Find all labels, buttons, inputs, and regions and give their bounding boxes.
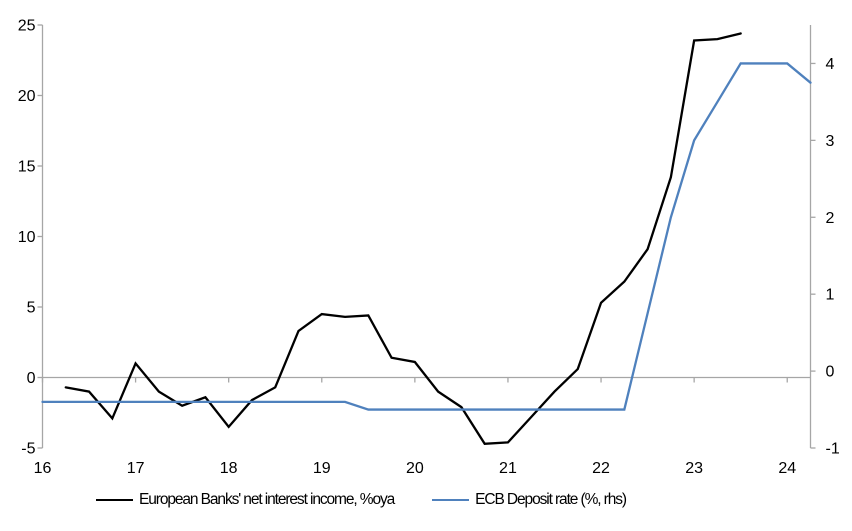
right-axis-label: 2	[826, 210, 835, 227]
x-axis-label: 18	[220, 460, 238, 477]
x-axis-label: 19	[313, 460, 331, 477]
legend-item-ecb-deposit-rate: ECB Deposit rate (%, rhs)	[432, 491, 627, 509]
ecb-deposit-rate-line-swatch	[432, 499, 470, 501]
right-axis-label: -1	[826, 441, 840, 458]
right-axis-label: 3	[826, 133, 835, 150]
left-axis-label: 0	[27, 370, 36, 387]
net-interest-income-line	[64, 32, 742, 445]
ecb-deposit-rate-line	[41, 62, 812, 411]
left-axis-label: 10	[18, 229, 36, 246]
net-interest-income-line-swatch	[96, 499, 134, 501]
x-axis-label: 16	[34, 460, 52, 477]
right-axis-label: 1	[826, 287, 835, 304]
ecb-deposit-rate-legend-label: ECB Deposit rate (%, rhs)	[475, 491, 627, 508]
x-axis-label: 21	[499, 460, 517, 477]
x-axis-label: 20	[406, 460, 424, 477]
left-axis-label: 25	[18, 18, 36, 35]
left-axis-label: 20	[18, 88, 36, 105]
x-axis-label: 17	[127, 460, 145, 477]
left-axis-label: 15	[18, 159, 36, 176]
x-axis-label: 23	[685, 460, 703, 477]
x-axis-label: 22	[592, 460, 610, 477]
x-axis-label: 24	[778, 460, 796, 477]
legend-item-net-interest-income: European Banks' net interest income, %oy…	[96, 491, 395, 509]
left-axis-label: -5	[21, 441, 35, 458]
left-axis-label: 5	[27, 300, 36, 317]
legend: European Banks' net interest income, %oy…	[0, 491, 787, 509]
right-axis-label: 0	[826, 364, 835, 381]
right-axis-label: 4	[826, 56, 835, 73]
net-interest-income-legend-label: European Banks' net interest income, %oy…	[139, 491, 395, 508]
